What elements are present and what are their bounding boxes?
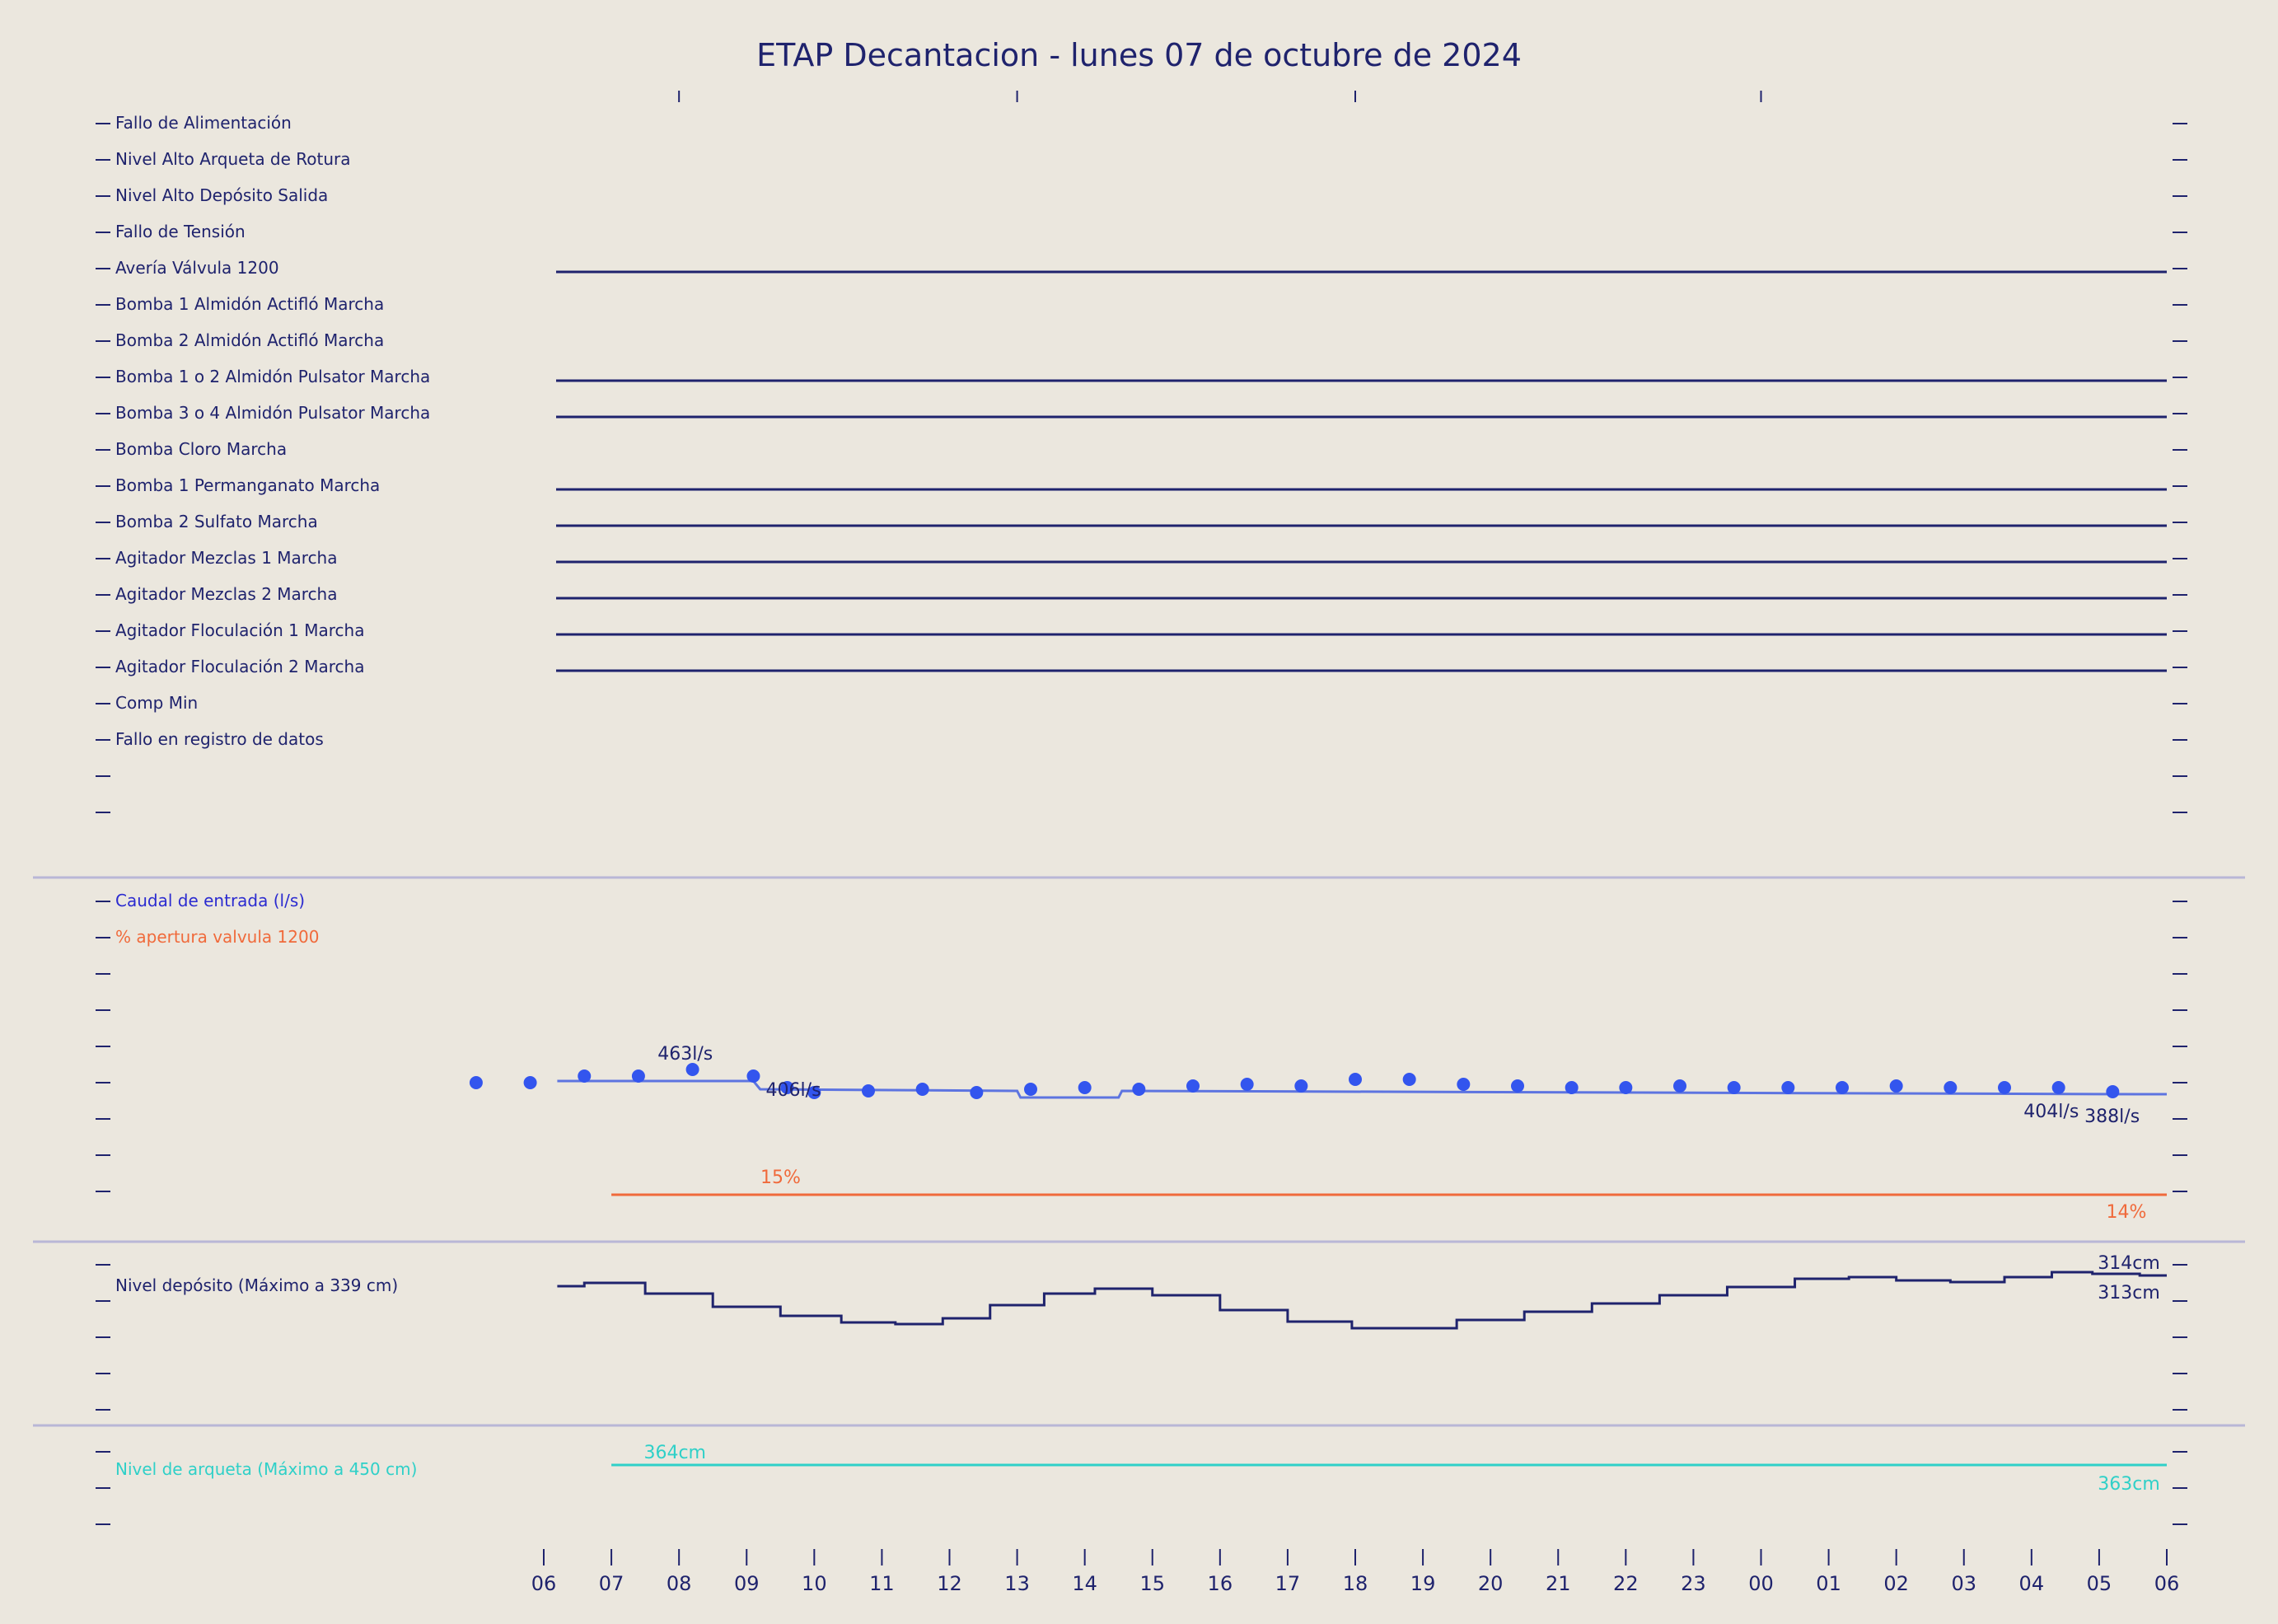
x-tick-label: 13 — [1004, 1572, 1030, 1595]
inline-value: 313cm — [2098, 1283, 2160, 1303]
caudal-marker — [1294, 1079, 1307, 1093]
inline-value: 463l/s — [657, 1044, 713, 1065]
caudal-marker — [524, 1076, 537, 1089]
x-tick-label: 23 — [1681, 1572, 1706, 1595]
inline-value: 388l/s — [2084, 1107, 2140, 1127]
inline-value: 14% — [2106, 1202, 2146, 1223]
x-tick-label: 04 — [2019, 1572, 2045, 1595]
caudal-marker — [1403, 1073, 1416, 1086]
caudal-marker — [1241, 1078, 1254, 1091]
x-tick-label: 02 — [1883, 1572, 1909, 1595]
caudal-marker — [2106, 1085, 2119, 1098]
digital-row-label: Bomba 3 o 4 Almidón Pulsator Marcha — [115, 403, 430, 423]
caudal-marker — [686, 1063, 699, 1076]
digital-row-label: Agitador Mezclas 1 Marcha — [115, 548, 338, 568]
caudal-marker — [862, 1084, 875, 1097]
x-tick-label: 18 — [1343, 1572, 1368, 1595]
digital-row-label: Bomba 2 Almidón Actifló Marcha — [115, 330, 384, 350]
caudal-marker — [1511, 1079, 1524, 1093]
inline-value: 363cm — [2098, 1474, 2160, 1495]
digital-row-label: Avería Válvula 1200 — [115, 258, 279, 278]
caudal-marker — [1944, 1081, 1957, 1094]
page-title: ETAP Decantacion - lunes 07 de octubre d… — [756, 37, 1522, 73]
caudal-marker — [1078, 1081, 1092, 1094]
caudal-marker — [1024, 1083, 1037, 1096]
legend-deposito: Nivel depósito (Máximo a 339 cm) — [115, 1275, 398, 1295]
legend-valvula: % apertura valvula 1200 — [115, 927, 319, 947]
chart-background — [0, 0, 2278, 1624]
inline-value: 406l/s — [766, 1080, 821, 1101]
x-tick-label: 22 — [1613, 1572, 1639, 1595]
x-tick-label: 19 — [1410, 1572, 1436, 1595]
caudal-marker — [916, 1083, 929, 1096]
x-tick-label: 16 — [1208, 1572, 1233, 1595]
inline-value: 314cm — [2098, 1253, 2160, 1274]
x-tick-label: 12 — [937, 1572, 962, 1595]
caudal-marker — [1619, 1081, 1632, 1094]
digital-row-label: Bomba 1 Permanganato Marcha — [115, 475, 380, 495]
caudal-marker — [970, 1086, 983, 1099]
digital-row-label: Agitador Floculación 2 Marcha — [115, 657, 364, 676]
x-tick-label: 00 — [1748, 1572, 1774, 1595]
caudal-marker — [1132, 1083, 1145, 1096]
caudal-marker — [1565, 1081, 1579, 1094]
x-tick-label: 06 — [531, 1572, 557, 1595]
x-tick-label: 09 — [734, 1572, 760, 1595]
x-tick-label: 10 — [802, 1572, 827, 1595]
digital-row-label: Nivel Alto Arqueta de Rotura — [115, 149, 351, 169]
x-tick-label: 17 — [1275, 1572, 1301, 1595]
digital-row-label: Agitador Mezclas 2 Marcha — [115, 584, 338, 604]
x-tick-label: 15 — [1139, 1572, 1165, 1595]
digital-row-label: Fallo de Alimentación — [115, 113, 292, 133]
x-tick-label: 20 — [1478, 1572, 1504, 1595]
digital-row-label: Bomba 1 Almidón Actifló Marcha — [115, 294, 384, 314]
caudal-marker — [1781, 1081, 1794, 1094]
caudal-marker — [1457, 1078, 1470, 1091]
x-tick-label: 05 — [2087, 1572, 2112, 1595]
digital-row-label: Bomba Cloro Marcha — [115, 439, 287, 459]
caudal-marker — [470, 1076, 483, 1089]
x-tick-label: 08 — [667, 1572, 692, 1595]
x-tick-label: 14 — [1072, 1572, 1097, 1595]
digital-row-label: Bomba 1 o 2 Almidón Pulsator Marcha — [115, 367, 430, 386]
x-tick-label: 21 — [1546, 1572, 1571, 1595]
x-tick-label: 07 — [599, 1572, 624, 1595]
legend-arqueta: Nivel de arqueta (Máximo a 450 cm) — [115, 1459, 417, 1479]
caudal-marker — [1349, 1073, 1362, 1086]
caudal-marker — [1673, 1079, 1686, 1093]
x-tick-label: 11 — [869, 1572, 895, 1595]
caudal-marker — [1998, 1081, 2011, 1094]
digital-row-label: Comp Min — [115, 693, 198, 713]
caudal-marker — [1728, 1081, 1741, 1094]
legend-caudal: Caudal de entrada (l/s) — [115, 891, 305, 910]
caudal-marker — [2052, 1081, 2065, 1094]
caudal-marker — [746, 1069, 760, 1083]
digital-row-label: Fallo de Tensión — [115, 222, 246, 241]
x-tick-label: 03 — [1951, 1572, 1976, 1595]
inline-value: 404l/s — [2023, 1102, 2079, 1122]
digital-row-label: Nivel Alto Depósito Salida — [115, 185, 328, 205]
x-tick-label: 06 — [2154, 1572, 2180, 1595]
caudal-marker — [1836, 1081, 1849, 1094]
digital-row-label: Agitador Floculación 1 Marcha — [115, 620, 364, 640]
caudal-marker — [632, 1069, 645, 1083]
caudal-marker — [1186, 1079, 1200, 1093]
inline-value: 364cm — [643, 1443, 706, 1463]
inline-value: 15% — [760, 1168, 801, 1188]
caudal-marker — [578, 1069, 591, 1083]
x-tick-label: 01 — [1816, 1572, 1841, 1595]
digital-row-label: Bomba 2 Sulfato Marcha — [115, 512, 318, 531]
digital-row-label: Fallo en registro de datos — [115, 729, 324, 749]
caudal-marker — [1890, 1079, 1903, 1093]
